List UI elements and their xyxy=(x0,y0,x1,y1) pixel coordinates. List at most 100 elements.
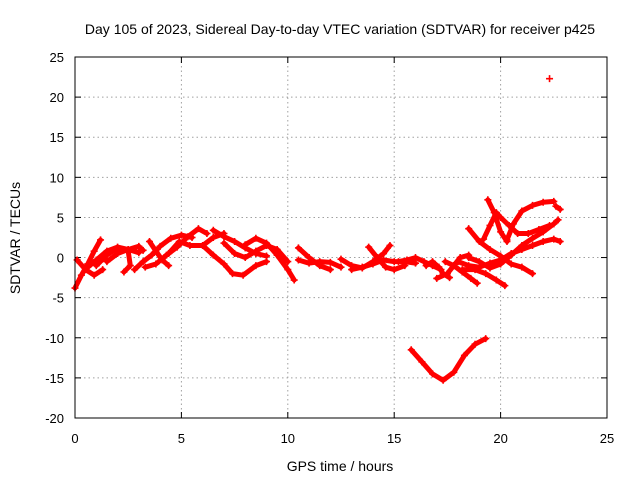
data-point xyxy=(380,250,388,258)
data-point xyxy=(529,242,537,250)
data-point xyxy=(556,238,564,246)
data-point xyxy=(465,262,473,270)
data-point xyxy=(480,235,488,243)
x-tick-label: 25 xyxy=(600,431,614,446)
data-point xyxy=(467,274,475,282)
data-point xyxy=(518,242,526,250)
y-tick-label: -10 xyxy=(45,331,64,346)
data-point xyxy=(252,247,260,255)
y-tick-label: 15 xyxy=(50,130,64,145)
data-point xyxy=(446,274,454,282)
y-tick-label: 20 xyxy=(50,90,64,105)
data-point xyxy=(450,368,458,376)
data-point xyxy=(497,228,505,236)
data-point xyxy=(124,246,132,254)
data-point xyxy=(550,235,558,243)
plot-frame xyxy=(74,56,608,419)
data-point xyxy=(145,238,153,246)
x-tick-label: 20 xyxy=(493,431,507,446)
data-point xyxy=(252,234,260,242)
series-arc-11 xyxy=(199,242,271,279)
data-point xyxy=(209,226,217,234)
y-tick-label: 25 xyxy=(50,50,64,65)
data-point xyxy=(497,260,505,268)
data-point xyxy=(263,239,271,247)
data-point xyxy=(135,249,143,257)
data-point xyxy=(231,250,239,258)
data-point xyxy=(433,274,441,282)
data-point xyxy=(167,234,175,242)
data-point xyxy=(141,263,149,271)
data-point xyxy=(492,276,500,284)
data-point xyxy=(550,220,558,228)
data-point xyxy=(358,263,366,271)
data-point xyxy=(546,75,554,83)
series-line xyxy=(147,239,172,269)
data-point xyxy=(458,266,466,274)
series-arc-23 xyxy=(458,266,509,290)
data-point xyxy=(518,207,526,215)
series-arc-06 xyxy=(131,231,196,274)
data-point xyxy=(486,221,494,229)
data-point xyxy=(326,258,334,266)
data-point xyxy=(422,262,430,270)
series-arc-30 xyxy=(552,202,564,213)
data-point xyxy=(484,196,492,204)
data-point xyxy=(156,242,164,250)
axis-ticks: 0 5 10 15 20 25 -20 -15 -10 -5 0 5 10 15 20 25 xyxy=(45,50,614,446)
data-point xyxy=(135,242,143,250)
series-line xyxy=(242,235,297,283)
y-tick-label: -15 xyxy=(45,371,64,386)
x-axis-label: GPS time / hours xyxy=(287,458,394,474)
data-point xyxy=(263,258,271,266)
data-point xyxy=(490,209,498,217)
data-point xyxy=(131,266,139,274)
data-point xyxy=(518,263,526,271)
data-point xyxy=(316,262,324,270)
data-point xyxy=(539,238,547,246)
data-point xyxy=(139,246,147,254)
data-point xyxy=(465,225,473,233)
data-point xyxy=(152,260,160,268)
data-point xyxy=(92,262,100,270)
data-point xyxy=(539,198,547,206)
y-tick-label: 5 xyxy=(57,210,64,225)
data-point xyxy=(337,255,345,263)
data-point xyxy=(482,335,490,343)
data-point xyxy=(184,233,192,241)
y-tick-label: -5 xyxy=(52,291,64,306)
y-axis-label: SDTVAR / TECUs xyxy=(7,182,23,294)
data-point xyxy=(497,252,505,260)
series-arc-18 xyxy=(365,243,409,274)
series-outlier xyxy=(546,75,554,83)
data-point xyxy=(486,264,494,272)
data-point xyxy=(139,258,147,266)
series-line xyxy=(408,336,489,383)
data-point xyxy=(394,258,402,266)
data-point xyxy=(443,270,451,278)
data-point xyxy=(220,260,228,268)
data-point xyxy=(203,229,211,237)
series-line xyxy=(485,197,510,244)
data-point xyxy=(294,244,302,252)
data-point xyxy=(382,263,390,271)
data-point xyxy=(369,260,377,268)
data-point xyxy=(556,205,564,213)
series-arc-15 xyxy=(294,244,334,274)
data-point xyxy=(407,346,415,354)
data-point xyxy=(473,279,481,287)
data-point xyxy=(228,270,236,278)
series-arc-08 xyxy=(145,238,173,270)
data-point xyxy=(103,258,111,266)
data-point xyxy=(514,229,522,237)
data-point xyxy=(114,250,122,258)
data-point xyxy=(148,251,156,259)
data-point xyxy=(403,256,411,264)
data-point xyxy=(401,262,409,270)
data-point xyxy=(482,270,490,278)
chart-title: Day 105 of 2023, Sidereal Day-to-day VTE… xyxy=(85,21,595,37)
series-line xyxy=(74,257,106,278)
data-point xyxy=(454,258,462,266)
data-point xyxy=(529,270,537,278)
data-point xyxy=(77,271,85,279)
